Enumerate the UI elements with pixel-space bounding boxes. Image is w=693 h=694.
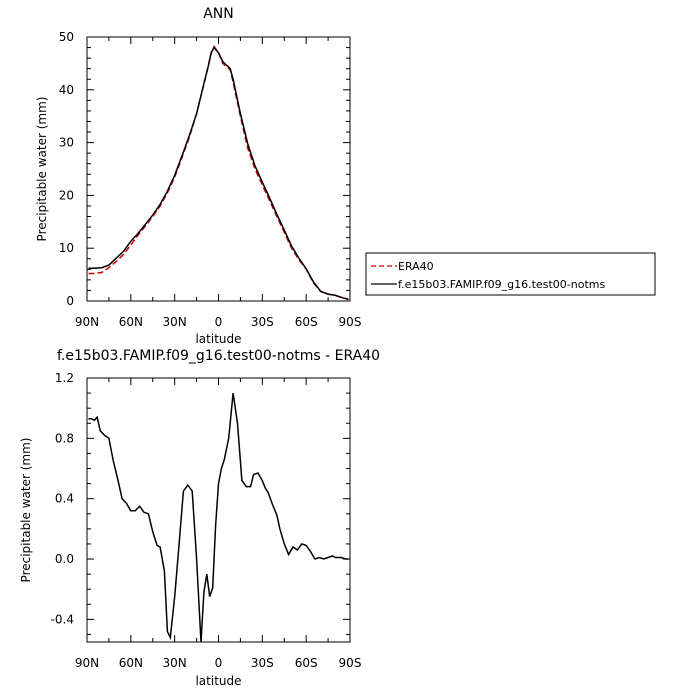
x-tick-label: 30S	[251, 656, 274, 670]
y-tick-label: 1.2	[55, 371, 74, 385]
y-tick-label: 0	[66, 294, 74, 308]
bottom-panel: f.e15b03.FAMIP.f09_g16.test00-notms - ER…	[19, 348, 380, 688]
bottom-plot-frame	[86, 377, 351, 643]
x-tick-label: 30N	[163, 656, 187, 670]
bottom-panel-title: f.e15b03.FAMIP.f09_g16.test00-notms - ER…	[57, 348, 380, 364]
y-tick-label: 0.4	[55, 492, 74, 506]
top-panel-title: ANN	[203, 6, 234, 22]
legend: ERA40 f.e15b03.FAMIP.f09_g16.test00-notm…	[365, 252, 656, 296]
bottom-y-axis: -0.4 0.0 0.4 0.8 1.2	[51, 371, 350, 635]
x-tick-label: 60S	[295, 656, 318, 670]
top-panel: ANN 90N 60N 30N 0 30S 60S 90S 0 10 20 30 40 50 lati…	[35, 6, 361, 346]
y-tick-label: 0.8	[55, 431, 74, 445]
y-tick-label: 0.0	[55, 552, 74, 566]
x-tick-label: 0	[215, 315, 223, 329]
y-tick-label: 10	[59, 241, 74, 255]
top-plot-frame	[86, 36, 351, 302]
bottom-plot-area	[88, 392, 349, 643]
x-tick-label: 0	[215, 656, 223, 670]
y-tick-label: 20	[59, 188, 74, 202]
legend-label-era40: ERA40	[398, 260, 434, 273]
top-x-axis: 90N 60N 30N 0 30S 60S 90S	[75, 37, 362, 329]
x-tick-label: 90N	[75, 315, 99, 329]
legend-label-model: f.e15b03.FAMIP.f09_g16.test00-notms	[398, 278, 605, 291]
x-tick-label: 90N	[75, 656, 99, 670]
top-x-axis-label: latitude	[195, 332, 241, 346]
x-tick-label: 90S	[339, 315, 362, 329]
top-y-axis-label: Precipitable water (mm)	[35, 97, 49, 242]
series-line-0-0	[88, 44, 349, 301]
x-tick-label: 60S	[295, 315, 318, 329]
top-plot-area	[88, 44, 349, 301]
x-tick-label: 30N	[163, 315, 187, 329]
bottom-y-axis-label: Precipitable water (mm)	[19, 438, 33, 583]
y-tick-label: 50	[59, 30, 74, 44]
x-tick-label: 60N	[119, 656, 143, 670]
top-y-axis: 0 10 20 30 40 50	[59, 30, 350, 308]
y-tick-label: 40	[59, 83, 74, 97]
y-tick-label: 30	[59, 136, 74, 150]
bottom-x-axis: 90N 60N 30N 0 30S 60S 90S	[75, 378, 362, 670]
series-line-0-1	[88, 46, 349, 301]
x-tick-label: 30S	[251, 315, 274, 329]
series-line-1-0	[88, 392, 349, 643]
legend-box	[365, 252, 656, 296]
y-tick-label: -0.4	[51, 612, 74, 626]
x-tick-label: 90S	[339, 656, 362, 670]
x-tick-label: 60N	[119, 315, 143, 329]
bottom-x-axis-label: latitude	[195, 674, 241, 688]
